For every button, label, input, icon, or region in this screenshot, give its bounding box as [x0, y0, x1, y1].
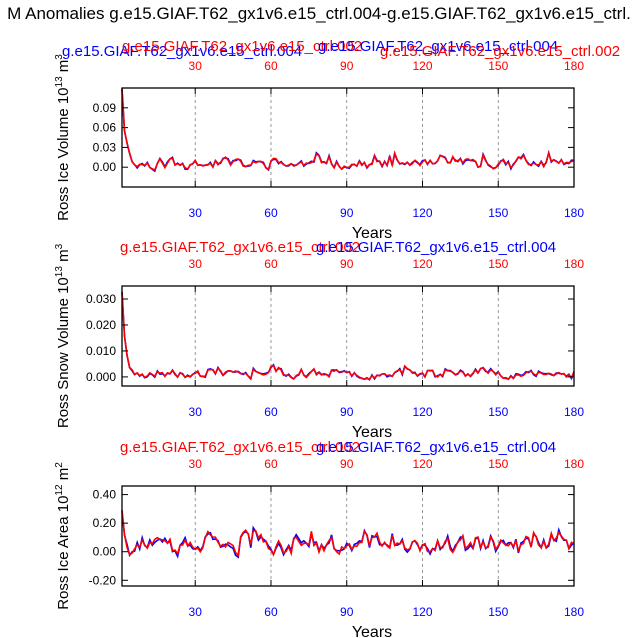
plot-frame: [121, 485, 575, 587]
y-axis-label: Ross Ice Area 1012 m2: [54, 462, 72, 610]
x-tick-label-bottom: 120: [412, 405, 432, 419]
x-axis-label: Years: [352, 225, 392, 242]
x-tick-label-top: 150: [488, 257, 508, 271]
y-axis-label: Ross Snow Volume 1013 m3: [54, 243, 72, 428]
x-tick-label-top: 60: [264, 257, 278, 271]
y-tick-label: 0.000: [86, 370, 116, 384]
x-tick-label-top: 30: [189, 59, 203, 73]
y-tick-label: 0.010: [86, 344, 116, 358]
x-tick-label-top: 30: [189, 457, 203, 471]
y-tick-label: 0.030: [86, 292, 116, 306]
x-tick-label-top: 120: [412, 59, 432, 73]
x-tick-label-top: 90: [340, 59, 354, 73]
x-axis-label: Years: [352, 624, 392, 638]
y-tick-label: 0.20: [93, 516, 117, 530]
y-tick-label: 0.00: [93, 545, 117, 559]
x-tick-label-bottom: 60: [264, 605, 278, 619]
y-tick-label: 0.03: [93, 140, 117, 154]
chart-panel-3: 0.40 0.20 0.00 -0.20 30 30 60 60 90 90 120 120 150 15…: [54, 439, 584, 638]
x-tick-label-bottom: 30: [189, 405, 203, 419]
y-tick-label: 0.020: [86, 318, 116, 332]
x-tick-label-top: 180: [564, 257, 584, 271]
x-tick-label-top: 90: [340, 257, 354, 271]
page-title: M Anomalies g.e15.GIAF.T62_gx1v6.e15_ctr…: [7, 4, 631, 23]
plot-frame: [121, 87, 575, 188]
chart-panel-1: 0.09 0.06 0.03 0.00 30 30 60 60 90 90 120 120 150 150…: [54, 38, 620, 242]
run-label-left-over: g.e15.GIAF.T62_gx1v6.e15_ctrl.002: [122, 38, 362, 55]
y-tick-label: 0.00: [93, 160, 117, 174]
x-tick-label-bottom: 90: [340, 206, 354, 220]
x-tick-label-top: 120: [412, 457, 432, 471]
chart-panel-2: 0.030 0.020 0.010 0.000 30 30 60 60 90 90 120 120 15…: [54, 239, 584, 441]
x-tick-label-bottom: 90: [340, 605, 354, 619]
run-label-right: g.e15.GIAF.T62_gx1v6.e15_ctrl.004: [316, 439, 556, 456]
x-tick-label-top: 150: [488, 59, 508, 73]
run-label-left: g.e15.GIAF.T62_gx1v6.e15_ctrl.002: [120, 439, 360, 456]
series-line-2: [121, 88, 575, 172]
run-label-right: g.e15.GIAF.T62_gx1v6.e15_ctrl.004: [316, 239, 556, 256]
y-tick-label: -0.20: [89, 573, 117, 587]
run-label-left: g.e15.GIAF.T62_gx1v6.e15_ctrl.002: [120, 239, 360, 256]
y-tick-label: 0.09: [93, 101, 117, 115]
x-tick-label-top: 150: [488, 457, 508, 471]
x-tick-label-top: 60: [264, 59, 278, 73]
x-tick-label-bottom: 30: [189, 605, 203, 619]
x-tick-label-top: 120: [412, 257, 432, 271]
x-tick-label-top: 180: [564, 59, 584, 73]
x-tick-label-bottom: 60: [264, 405, 278, 419]
x-tick-label-bottom: 30: [189, 206, 203, 220]
x-tick-label-bottom: 120: [412, 206, 432, 220]
x-tick-label-bottom: 150: [488, 206, 508, 220]
run-label-left: g.e15.GIAF.T62_gx1v6.e15_ctrl.004: [62, 43, 302, 60]
series-line-2: [121, 509, 575, 558]
x-tick-label-bottom: 60: [264, 206, 278, 220]
y-tick-label: 0.06: [93, 121, 117, 135]
x-tick-label-bottom: 150: [488, 405, 508, 419]
y-axis-label: Ross Ice Volume 1013 m3: [54, 54, 72, 221]
x-tick-label-top: 90: [340, 457, 354, 471]
x-tick-label-bottom: 180: [564, 405, 584, 419]
x-tick-label-bottom: 180: [564, 206, 584, 220]
series-line-2: [121, 291, 575, 381]
x-tick-label-top: 60: [264, 457, 278, 471]
x-tick-label-top: 30: [189, 257, 203, 271]
run-label-right: g.e15.GIAF.T62_gx1v6.e15_ctrl.004: [318, 38, 558, 55]
y-tick-label: 0.40: [93, 488, 117, 502]
x-tick-label-bottom: 180: [564, 605, 584, 619]
x-tick-label-bottom: 120: [412, 605, 432, 619]
x-tick-label-top: 180: [564, 457, 584, 471]
series-line-1: [121, 292, 575, 381]
x-axis-label: Years: [352, 424, 392, 441]
plot-frame: [121, 285, 575, 387]
series-line-1: [121, 511, 575, 559]
series-line-1: [121, 89, 575, 173]
x-tick-label-bottom: 150: [488, 605, 508, 619]
x-tick-label-bottom: 90: [340, 405, 354, 419]
run-label-right-over: g.e15.GIAF.T62_gx1v6.e15_ctrl.002: [380, 43, 620, 60]
